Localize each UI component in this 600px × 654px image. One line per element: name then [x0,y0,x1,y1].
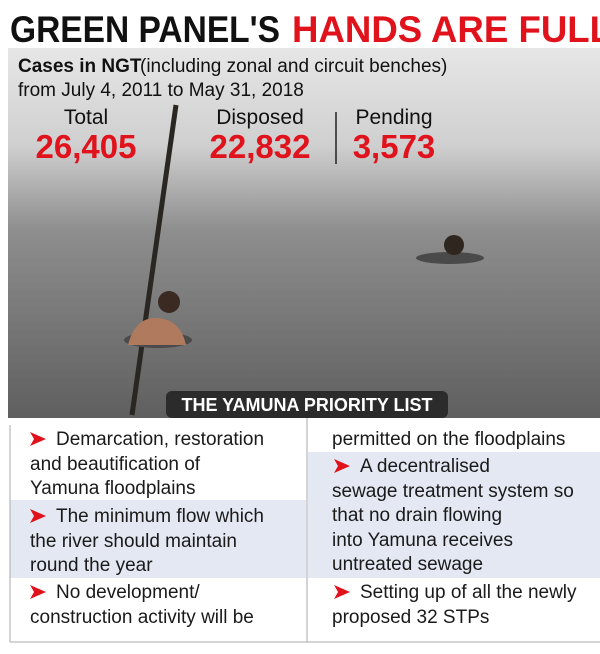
bullet [30,585,46,599]
item-text: The minimum flow which [56,506,264,527]
photo-head [444,235,464,255]
stat-value: 22,832 [210,128,311,165]
photo-head [158,291,180,313]
stat-label: Pending [355,106,432,129]
item-text: into Yamuna receives [332,530,513,551]
title-band [0,0,600,48]
photo [8,0,600,418]
row-shade [10,500,306,578]
item-text: that no drain flowing [332,505,502,526]
item-text: construction activity will be [30,607,254,628]
item-text: and beautification of [30,454,201,475]
item-text: the river should maintain [30,531,237,552]
subtitle-bold: Cases in NGT [18,56,142,77]
stat-label: Disposed [216,106,304,129]
item-text: No development/ [56,582,200,603]
item-text: proposed 32 STPs [332,607,489,628]
banner-text: THE YAMUNA PRIORITY LIST [181,395,432,415]
stat-value: 3,573 [353,128,436,165]
bullet [334,459,350,473]
title-highlight: HANDS ARE FULL [292,9,600,50]
stat-label: Total [64,106,108,129]
title: GREEN PANEL'S [10,9,280,50]
bullet [30,509,46,523]
banner [166,391,448,418]
item-text: Demarcation, restoration [56,429,264,450]
row-shade [308,452,600,578]
photo-ripple [416,252,484,264]
subtitle: from July 4, 2011 to May 31, 2018 [18,80,304,101]
item-text: sewage treatment system so [332,481,574,502]
item-text: round the year [30,555,153,576]
item-text: untreated sewage [332,554,483,575]
subtitle: (including zonal and circuit benches) [140,56,447,77]
photo-pole [129,104,179,416]
item-text: Yamuna floodplains [30,478,195,499]
stat-value: 26,405 [36,128,137,165]
bullet [334,585,350,599]
photo-swimmer [128,318,186,345]
bullet [30,432,46,446]
item-text: permitted on the floodplains [332,429,565,450]
item-text: Setting up of all the newly [360,582,577,603]
item-text: A decentralised [360,456,490,477]
